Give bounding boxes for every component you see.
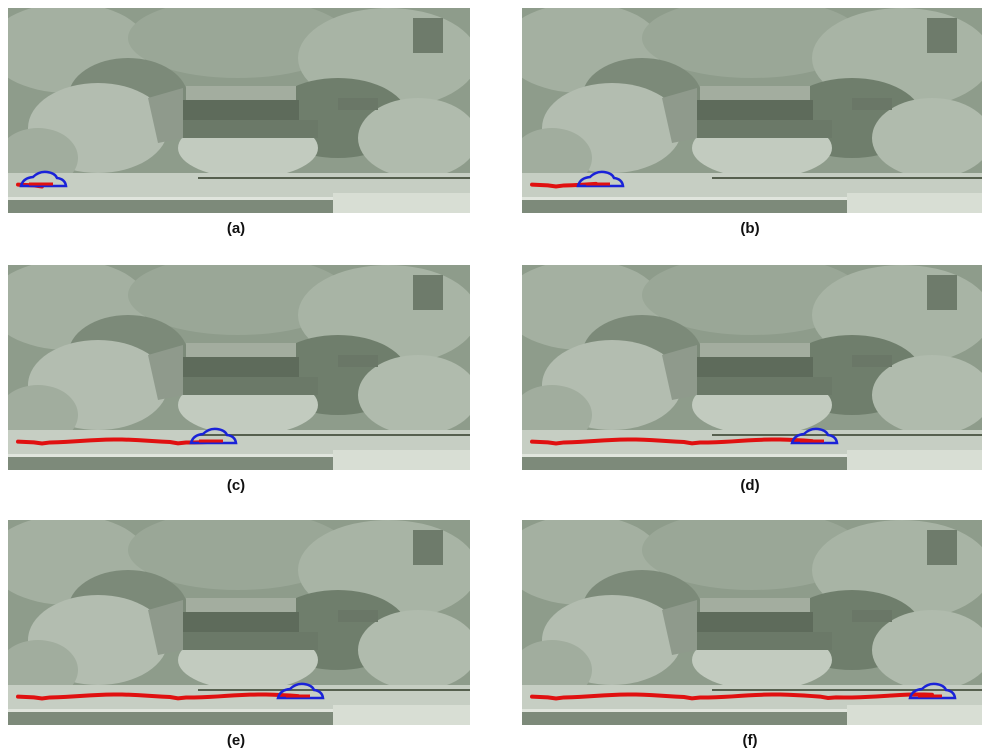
frame: [0, 0, 478, 213]
panel-label: (b): [690, 220, 810, 237]
panel-label: (a): [176, 220, 296, 237]
frame-image: [0, 255, 478, 470]
frame: [502, 510, 982, 725]
frame-image: [0, 510, 478, 725]
figure: (a) (b) (c) (d) (e) (f): [0, 0, 982, 755]
frame: [0, 255, 478, 470]
trajectory: [532, 695, 932, 699]
frame-image: [0, 0, 478, 213]
frame: [502, 0, 982, 213]
frame-image: [502, 255, 982, 470]
panel-label: (f): [690, 732, 810, 749]
panel-label: (d): [690, 477, 810, 494]
frame: [0, 510, 478, 725]
frames: [0, 0, 982, 755]
frame-image: [502, 0, 982, 213]
panel-label: (e): [176, 732, 296, 749]
frame: [502, 255, 982, 470]
panel-label: (c): [176, 477, 296, 494]
